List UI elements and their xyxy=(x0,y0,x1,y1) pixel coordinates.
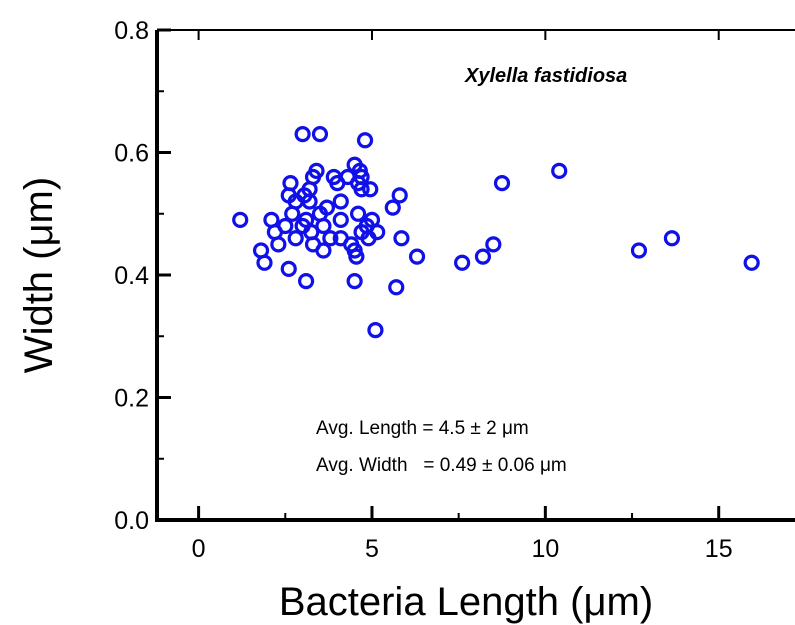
data-point xyxy=(350,205,367,222)
data-point xyxy=(630,242,648,259)
data-point xyxy=(232,211,249,228)
data-point xyxy=(315,217,332,235)
data-point xyxy=(311,126,329,143)
data-point xyxy=(384,199,401,216)
data-point xyxy=(408,248,426,265)
data-point xyxy=(663,230,681,247)
tick-marks xyxy=(157,28,721,522)
data-point xyxy=(391,187,408,204)
data-point xyxy=(282,175,299,192)
data-point xyxy=(369,224,386,241)
data-point xyxy=(362,181,379,198)
data-point xyxy=(315,242,332,259)
y-tick-label: 0.8 xyxy=(114,17,149,45)
y-tick-label: 0.4 xyxy=(114,262,149,290)
data-point xyxy=(485,236,502,253)
data-point xyxy=(256,254,273,271)
x-tick-label: 5 xyxy=(365,535,379,563)
data-point xyxy=(322,230,339,247)
data-point xyxy=(332,211,349,228)
data-point xyxy=(474,248,492,265)
data-point xyxy=(743,254,760,271)
data-point xyxy=(551,162,568,179)
data-point xyxy=(280,260,297,277)
data-point xyxy=(287,230,304,247)
data-point xyxy=(493,175,511,192)
data-point xyxy=(346,273,363,290)
avg-width-annotation: Avg. Width = 0.49 ± 0.06 μm xyxy=(316,455,567,476)
y-tick-label: 0.2 xyxy=(114,385,149,413)
data-point xyxy=(297,273,315,290)
data-point xyxy=(454,254,471,271)
species-label: Xylella fastidiosa xyxy=(464,65,627,87)
avg-length-annotation: Avg. Length = 4.5 ± 2 μm xyxy=(316,418,529,439)
data-point xyxy=(367,322,384,339)
x-tick-label: 10 xyxy=(531,535,559,563)
data-point xyxy=(294,126,311,143)
data-point xyxy=(348,248,365,265)
data-point xyxy=(332,193,349,210)
data-point xyxy=(353,181,370,198)
data-point xyxy=(308,162,325,179)
data-point xyxy=(277,217,294,235)
data-points xyxy=(232,126,760,339)
data-point xyxy=(388,279,405,296)
data-point xyxy=(393,230,410,247)
y-axis-title: Width (μm) xyxy=(17,177,61,373)
data-point xyxy=(318,199,336,216)
y-tick-label: 0.0 xyxy=(114,507,149,535)
data-point xyxy=(270,236,287,253)
x-tick-label: 0 xyxy=(192,535,206,563)
tick-labels: 0.0 0.2 0.4 0.6 0.8 0 5 10 15 xyxy=(114,17,732,563)
data-point xyxy=(356,132,374,149)
x-axis-title: Bacteria Length (μm) xyxy=(279,580,653,624)
x-tick-label: 15 xyxy=(705,535,733,563)
y-tick-label: 0.6 xyxy=(114,140,149,168)
data-point xyxy=(301,193,318,210)
